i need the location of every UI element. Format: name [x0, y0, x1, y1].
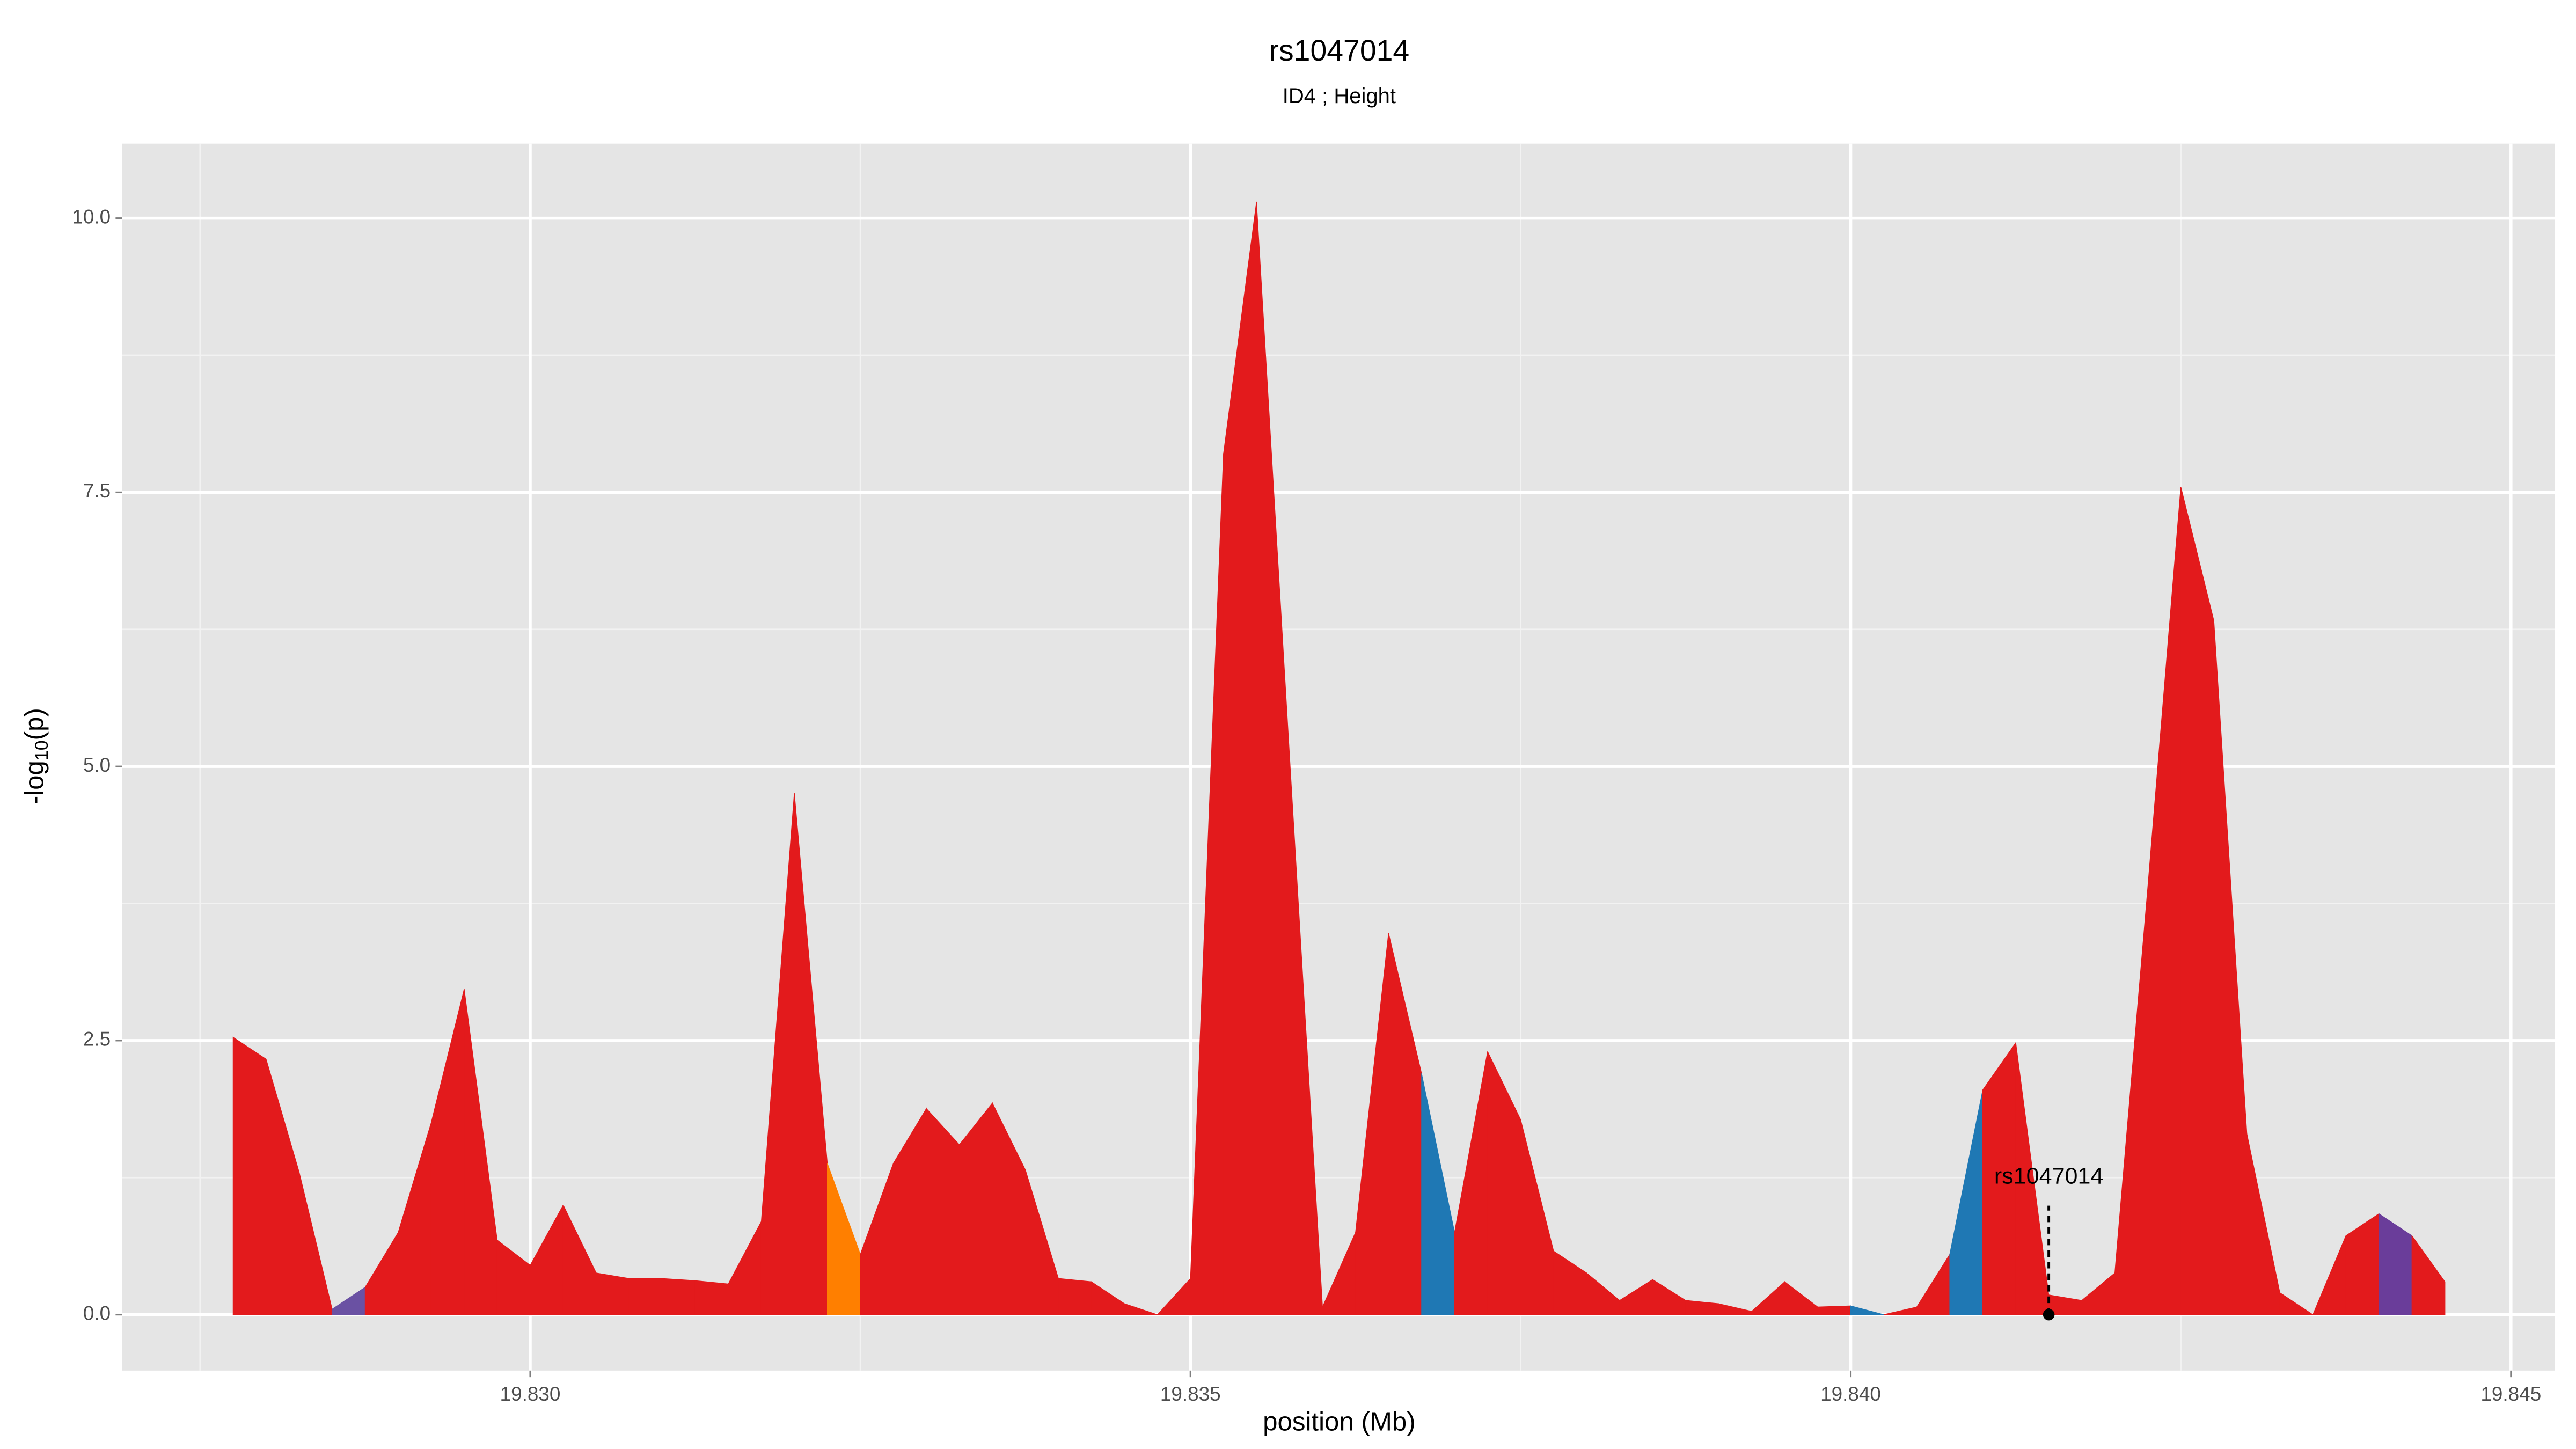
labels: 19.830 19.835 19.840 19.845 0.0 2.5 5.0 7.5 10.0… — [72, 206, 2541, 1404]
y-axis-label: -log10(p) — [20, 708, 52, 804]
x-tick-label: 19.835 — [1160, 1383, 1221, 1405]
area-segment — [596, 1272, 630, 1315]
chart-subtitle: ID4 ; Height — [1283, 84, 1396, 108]
y-tick-label: 2.5 — [83, 1028, 111, 1050]
y-axis-label-part: -log — [20, 760, 49, 804]
annotation-label: rs1047014 — [1994, 1163, 2104, 1189]
area-marks — [232, 201, 2446, 1315]
area-segment — [694, 1280, 729, 1315]
area-segment — [1058, 1278, 1092, 1315]
area-segment — [1124, 1303, 1158, 1315]
area-segment — [1850, 1305, 1884, 1315]
y-axis-label-part: (p) — [20, 708, 49, 740]
y-tick-label: 5.0 — [83, 754, 111, 776]
y-tick-label: 7.5 — [83, 480, 111, 502]
area-segment — [926, 1107, 960, 1315]
area-segment — [2180, 487, 2214, 1315]
chart-title: rs1047014 — [1269, 34, 1410, 67]
y-axis-label-sub: 10 — [32, 740, 52, 760]
y-tick-label: 0.0 — [83, 1302, 111, 1324]
y-tick-label: 10.0 — [72, 206, 111, 228]
annotation-point — [2043, 1308, 2055, 1321]
x-tick-label: 19.830 — [500, 1383, 561, 1405]
x-tick-label: 19.845 — [2480, 1383, 2541, 1405]
x-tick-label: 19.840 — [1820, 1383, 1881, 1405]
x-axis-label: position (Mb) — [1263, 1407, 1415, 1436]
area-segment — [2411, 1234, 2446, 1315]
area-segment — [2279, 1292, 2314, 1315]
area-segment — [628, 1278, 663, 1315]
area-segment — [232, 1036, 267, 1315]
area-segment — [662, 1278, 696, 1315]
area-segment — [1817, 1305, 1851, 1315]
